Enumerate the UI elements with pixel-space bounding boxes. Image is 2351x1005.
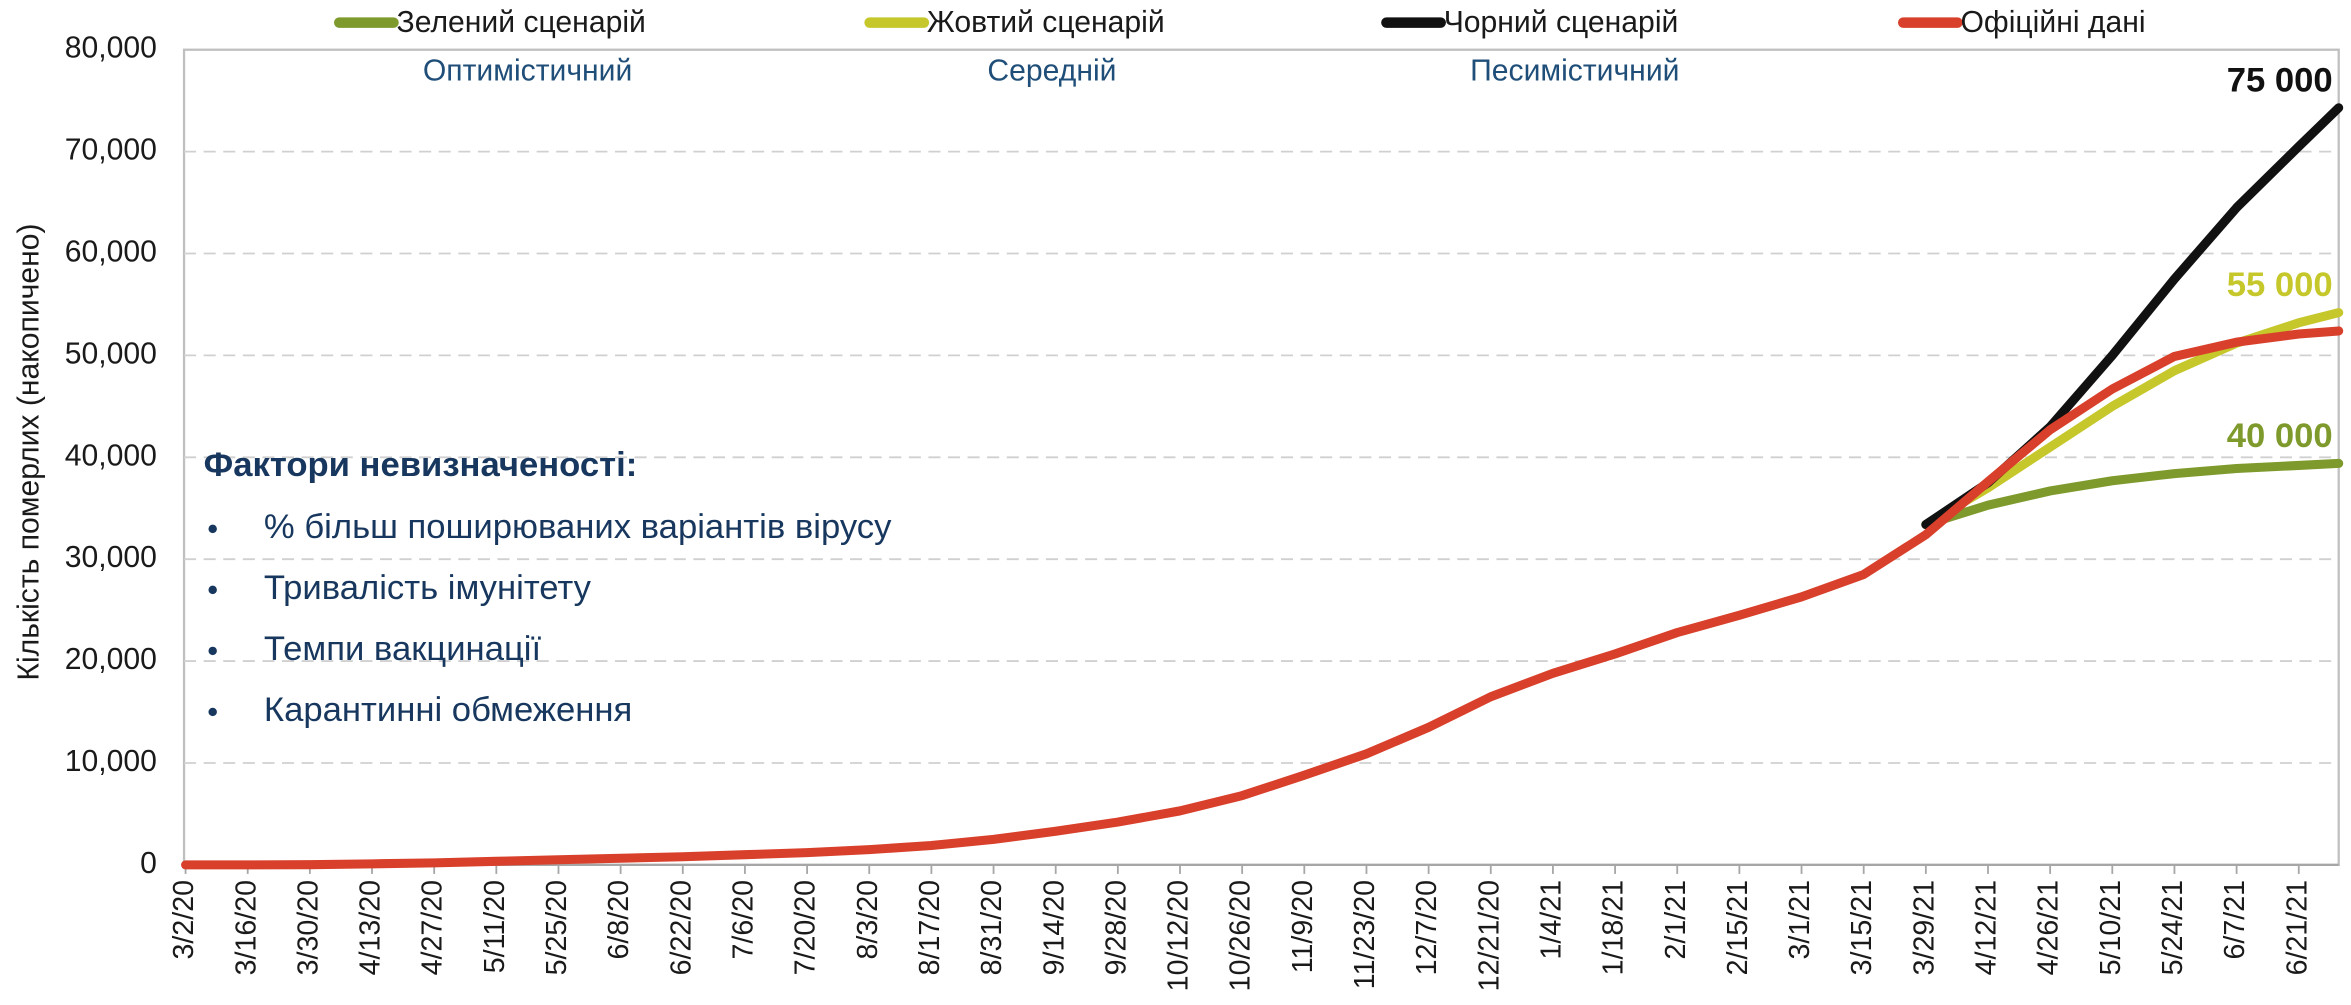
x-tick-label: 1/18/21 [1598, 880, 1630, 975]
x-tick-label: 3/15/21 [1846, 880, 1878, 975]
x-tick-label: 9/28/20 [1100, 880, 1132, 975]
factor-item: Тривалість імунітету [264, 569, 592, 607]
scenario-subtitle: Песимістичний [1470, 54, 1679, 87]
y-tick-label: 60,000 [65, 235, 157, 268]
legend-label: Чорний сценарій [1444, 6, 1679, 39]
bullet [208, 646, 217, 656]
x-tick-label: 11/9/20 [1287, 880, 1319, 973]
factors-title: Фактори невизначеності: [204, 446, 638, 484]
scenario-subtitle: Середній [987, 54, 1116, 87]
x-tick-label: 4/26/21 [2033, 880, 2065, 975]
x-tick-label: 8/3/20 [852, 880, 884, 960]
end-label: 75 000 [2227, 61, 2333, 99]
x-tick-label: 10/26/20 [1225, 880, 1257, 991]
scenario-subtitle: Оптимістичний [423, 54, 632, 87]
y-tick-label: 10,000 [65, 745, 157, 778]
bullet [208, 707, 217, 717]
x-tick-label: 8/31/20 [976, 880, 1008, 975]
x-tick-label: 2/1/21 [1660, 880, 1692, 960]
series-line [1921, 308, 2344, 530]
x-tick-label: 1/4/21 [1535, 880, 1567, 960]
legend-label: Офіційні дані [1961, 6, 2146, 39]
x-tick-label: 7/20/20 [790, 880, 822, 975]
x-tick-label: 9/14/20 [1038, 880, 1070, 975]
x-tick-label: 4/13/20 [355, 880, 387, 975]
x-tick-label: 3/30/20 [292, 880, 324, 975]
legend-label: Жовтий сценарій [927, 6, 1165, 39]
factor-item: % більш поширюваних варіантів вірусу [264, 508, 892, 546]
bullet [208, 585, 217, 595]
x-tick-label: 5/11/20 [479, 880, 511, 973]
factor-item: Темпи вакцинації [264, 630, 542, 668]
x-tick-label: 3/1/21 [1784, 880, 1816, 960]
y-tick-label: 0 [140, 847, 157, 880]
factor-item: Карантинні обмеження [264, 691, 632, 729]
bullet [208, 524, 217, 534]
x-tick-label: 10/12/20 [1163, 880, 1195, 991]
y-tick-label: 20,000 [65, 643, 157, 676]
legend-label: Зелений сценарій [397, 6, 646, 39]
end-label: 40 000 [2227, 417, 2333, 455]
x-tick-label: 3/29/21 [1908, 880, 1940, 975]
y-tick-label: 80,000 [65, 32, 157, 65]
x-tick-label: 3/16/20 [230, 880, 262, 975]
series-line [181, 326, 2344, 870]
x-tick-label: 6/22/20 [665, 880, 697, 975]
y-tick-label: 50,000 [65, 337, 157, 370]
x-tick-label: 6/7/21 [2219, 880, 2251, 960]
x-tick-label: 7/6/20 [728, 880, 760, 960]
x-tick-label: 6/21/21 [2281, 880, 2313, 975]
end-label: 55 000 [2227, 266, 2333, 304]
x-tick-label: 4/12/21 [1971, 880, 2003, 975]
x-tick-label: 4/27/20 [417, 880, 449, 975]
x-tick-label: 5/24/21 [2157, 880, 2189, 975]
x-tick-label: 5/10/21 [2095, 880, 2127, 975]
x-tick-label: 11/23/20 [1349, 880, 1381, 989]
x-tick-label: 5/25/20 [541, 880, 573, 975]
x-tick-label: 6/8/20 [603, 880, 635, 960]
y-axis-label: Кількість померлих (накопичено) [12, 223, 45, 680]
x-tick-label: 3/2/20 [168, 880, 200, 960]
series-line [1921, 458, 2344, 530]
y-tick-label: 40,000 [65, 439, 157, 472]
x-tick-label: 2/15/21 [1722, 880, 1754, 975]
x-tick-label: 12/21/20 [1473, 880, 1505, 991]
x-tick-label: 8/17/20 [914, 880, 946, 975]
y-tick-label: 70,000 [65, 134, 157, 167]
y-tick-label: 30,000 [65, 541, 157, 574]
x-tick-label: 12/7/20 [1411, 880, 1443, 975]
